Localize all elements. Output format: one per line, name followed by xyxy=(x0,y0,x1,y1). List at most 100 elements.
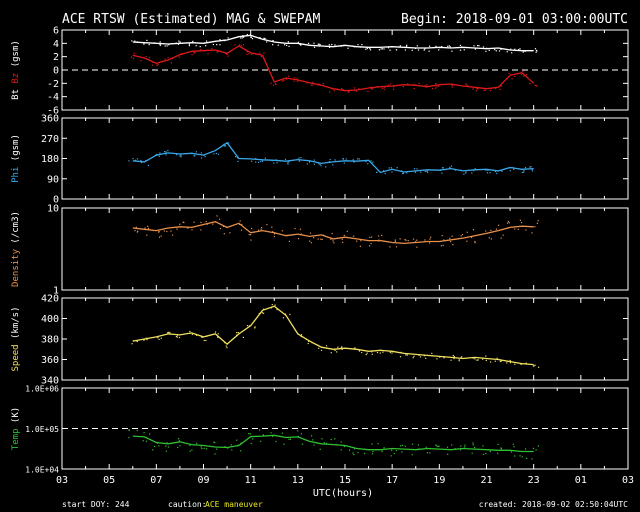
data-point-temp xyxy=(178,440,180,442)
data-point-bt xyxy=(178,40,180,42)
data-point-bt xyxy=(340,45,342,47)
chart-title: ACE RTSW (Estimated) MAG & SWEPAM xyxy=(62,12,320,27)
data-point-temp xyxy=(334,438,336,440)
data-point-speed xyxy=(136,340,138,342)
data-point-density xyxy=(294,227,296,230)
data-point-temp xyxy=(451,444,453,446)
data-point-bt xyxy=(353,46,356,48)
data-point-phi xyxy=(449,166,451,168)
data-point-bz xyxy=(522,70,524,72)
data-point-phi xyxy=(179,155,181,157)
data-point-bz xyxy=(413,87,415,90)
data-point-phi xyxy=(215,152,217,155)
y-tick-label-density: 1 xyxy=(53,286,59,297)
data-point-temp xyxy=(260,440,262,442)
data-point-temp xyxy=(474,446,476,449)
data-point-bt xyxy=(288,45,290,47)
data-point-speed xyxy=(226,343,228,345)
data-point-density xyxy=(449,237,451,239)
data-point-speed xyxy=(436,358,438,360)
data-point-density xyxy=(356,240,358,242)
data-point-density xyxy=(466,240,468,242)
data-point-temp xyxy=(214,441,216,444)
data-point-bt xyxy=(498,50,501,52)
data-point-phi xyxy=(332,164,334,166)
data-point-speed xyxy=(413,355,415,357)
data-point-bz xyxy=(347,91,349,93)
data-point-density xyxy=(369,245,371,247)
data-point-density xyxy=(323,234,325,236)
data-point-bz xyxy=(193,52,195,54)
data-point-bz xyxy=(318,83,320,85)
data-point-density xyxy=(216,215,218,217)
x-tick-label: 11 xyxy=(245,475,257,486)
data-point-speed xyxy=(242,336,244,338)
data-point-temp xyxy=(340,441,342,443)
data-point-speed xyxy=(176,334,178,336)
data-point-phi xyxy=(401,170,403,172)
data-point-bt xyxy=(297,41,299,43)
data-point-phi xyxy=(450,165,453,167)
data-point-temp xyxy=(446,446,449,448)
data-point-bt xyxy=(399,45,401,47)
data-point-bz xyxy=(367,91,369,93)
data-point-phi xyxy=(365,161,367,163)
data-point-density xyxy=(342,241,344,243)
data-point-density xyxy=(440,245,442,247)
data-point-bt xyxy=(451,50,453,52)
data-point-speed xyxy=(305,338,308,341)
data-point-density xyxy=(508,222,510,224)
data-point-bt xyxy=(357,44,359,46)
data-point-temp xyxy=(353,448,356,450)
data-point-temp xyxy=(313,444,315,446)
data-point-bt xyxy=(463,49,465,51)
begin-time: Begin: 2018-09-01 03:00:00UTC xyxy=(401,12,628,27)
data-point-speed xyxy=(263,312,265,314)
data-point-phi xyxy=(167,149,169,152)
data-point-speed xyxy=(392,350,394,353)
data-point-phi xyxy=(420,171,422,173)
data-point-phi xyxy=(159,152,161,154)
x-tick-label: 17 xyxy=(386,475,398,486)
data-point-temp xyxy=(248,433,250,435)
data-point-speed xyxy=(509,362,511,364)
data-point-phi xyxy=(325,166,327,168)
data-point-phi xyxy=(454,169,456,171)
data-point-bt xyxy=(428,50,430,52)
data-point-bz xyxy=(217,50,219,52)
data-point-bz xyxy=(152,61,154,63)
data-point-bt xyxy=(134,40,136,42)
data-point-temp xyxy=(372,451,374,453)
data-point-speed xyxy=(132,340,134,342)
x-tick-label: 03 xyxy=(56,475,68,486)
data-point-phi xyxy=(416,168,418,170)
data-point-bz xyxy=(425,86,427,88)
data-point-density xyxy=(299,228,301,230)
data-point-density xyxy=(502,234,504,236)
data-point-bz xyxy=(408,84,410,86)
data-point-density xyxy=(474,240,476,243)
data-point-bz xyxy=(407,83,409,85)
data-point-temp xyxy=(390,455,392,457)
data-point-bt xyxy=(192,40,194,42)
data-point-density xyxy=(200,229,202,231)
data-point-phi xyxy=(298,160,300,162)
data-point-phi xyxy=(227,142,230,144)
data-point-density xyxy=(490,238,492,240)
data-point-temp xyxy=(435,444,437,446)
series-line-bt xyxy=(132,34,534,52)
data-point-phi xyxy=(402,173,404,175)
data-point-speed xyxy=(365,354,367,356)
data-point-bz xyxy=(239,44,241,46)
data-point-speed xyxy=(496,357,498,359)
data-point-temp xyxy=(265,435,267,437)
data-point-temp xyxy=(436,445,438,447)
data-point-speed xyxy=(263,308,265,310)
data-point-density xyxy=(144,227,146,229)
y-axis-label-mag: Bt Bz (gsm) xyxy=(11,40,21,100)
data-point-phi xyxy=(372,161,374,163)
data-point-phi xyxy=(200,152,202,154)
data-point-bt xyxy=(286,44,288,46)
data-point-bz xyxy=(431,87,433,90)
data-point-phi xyxy=(390,167,392,169)
